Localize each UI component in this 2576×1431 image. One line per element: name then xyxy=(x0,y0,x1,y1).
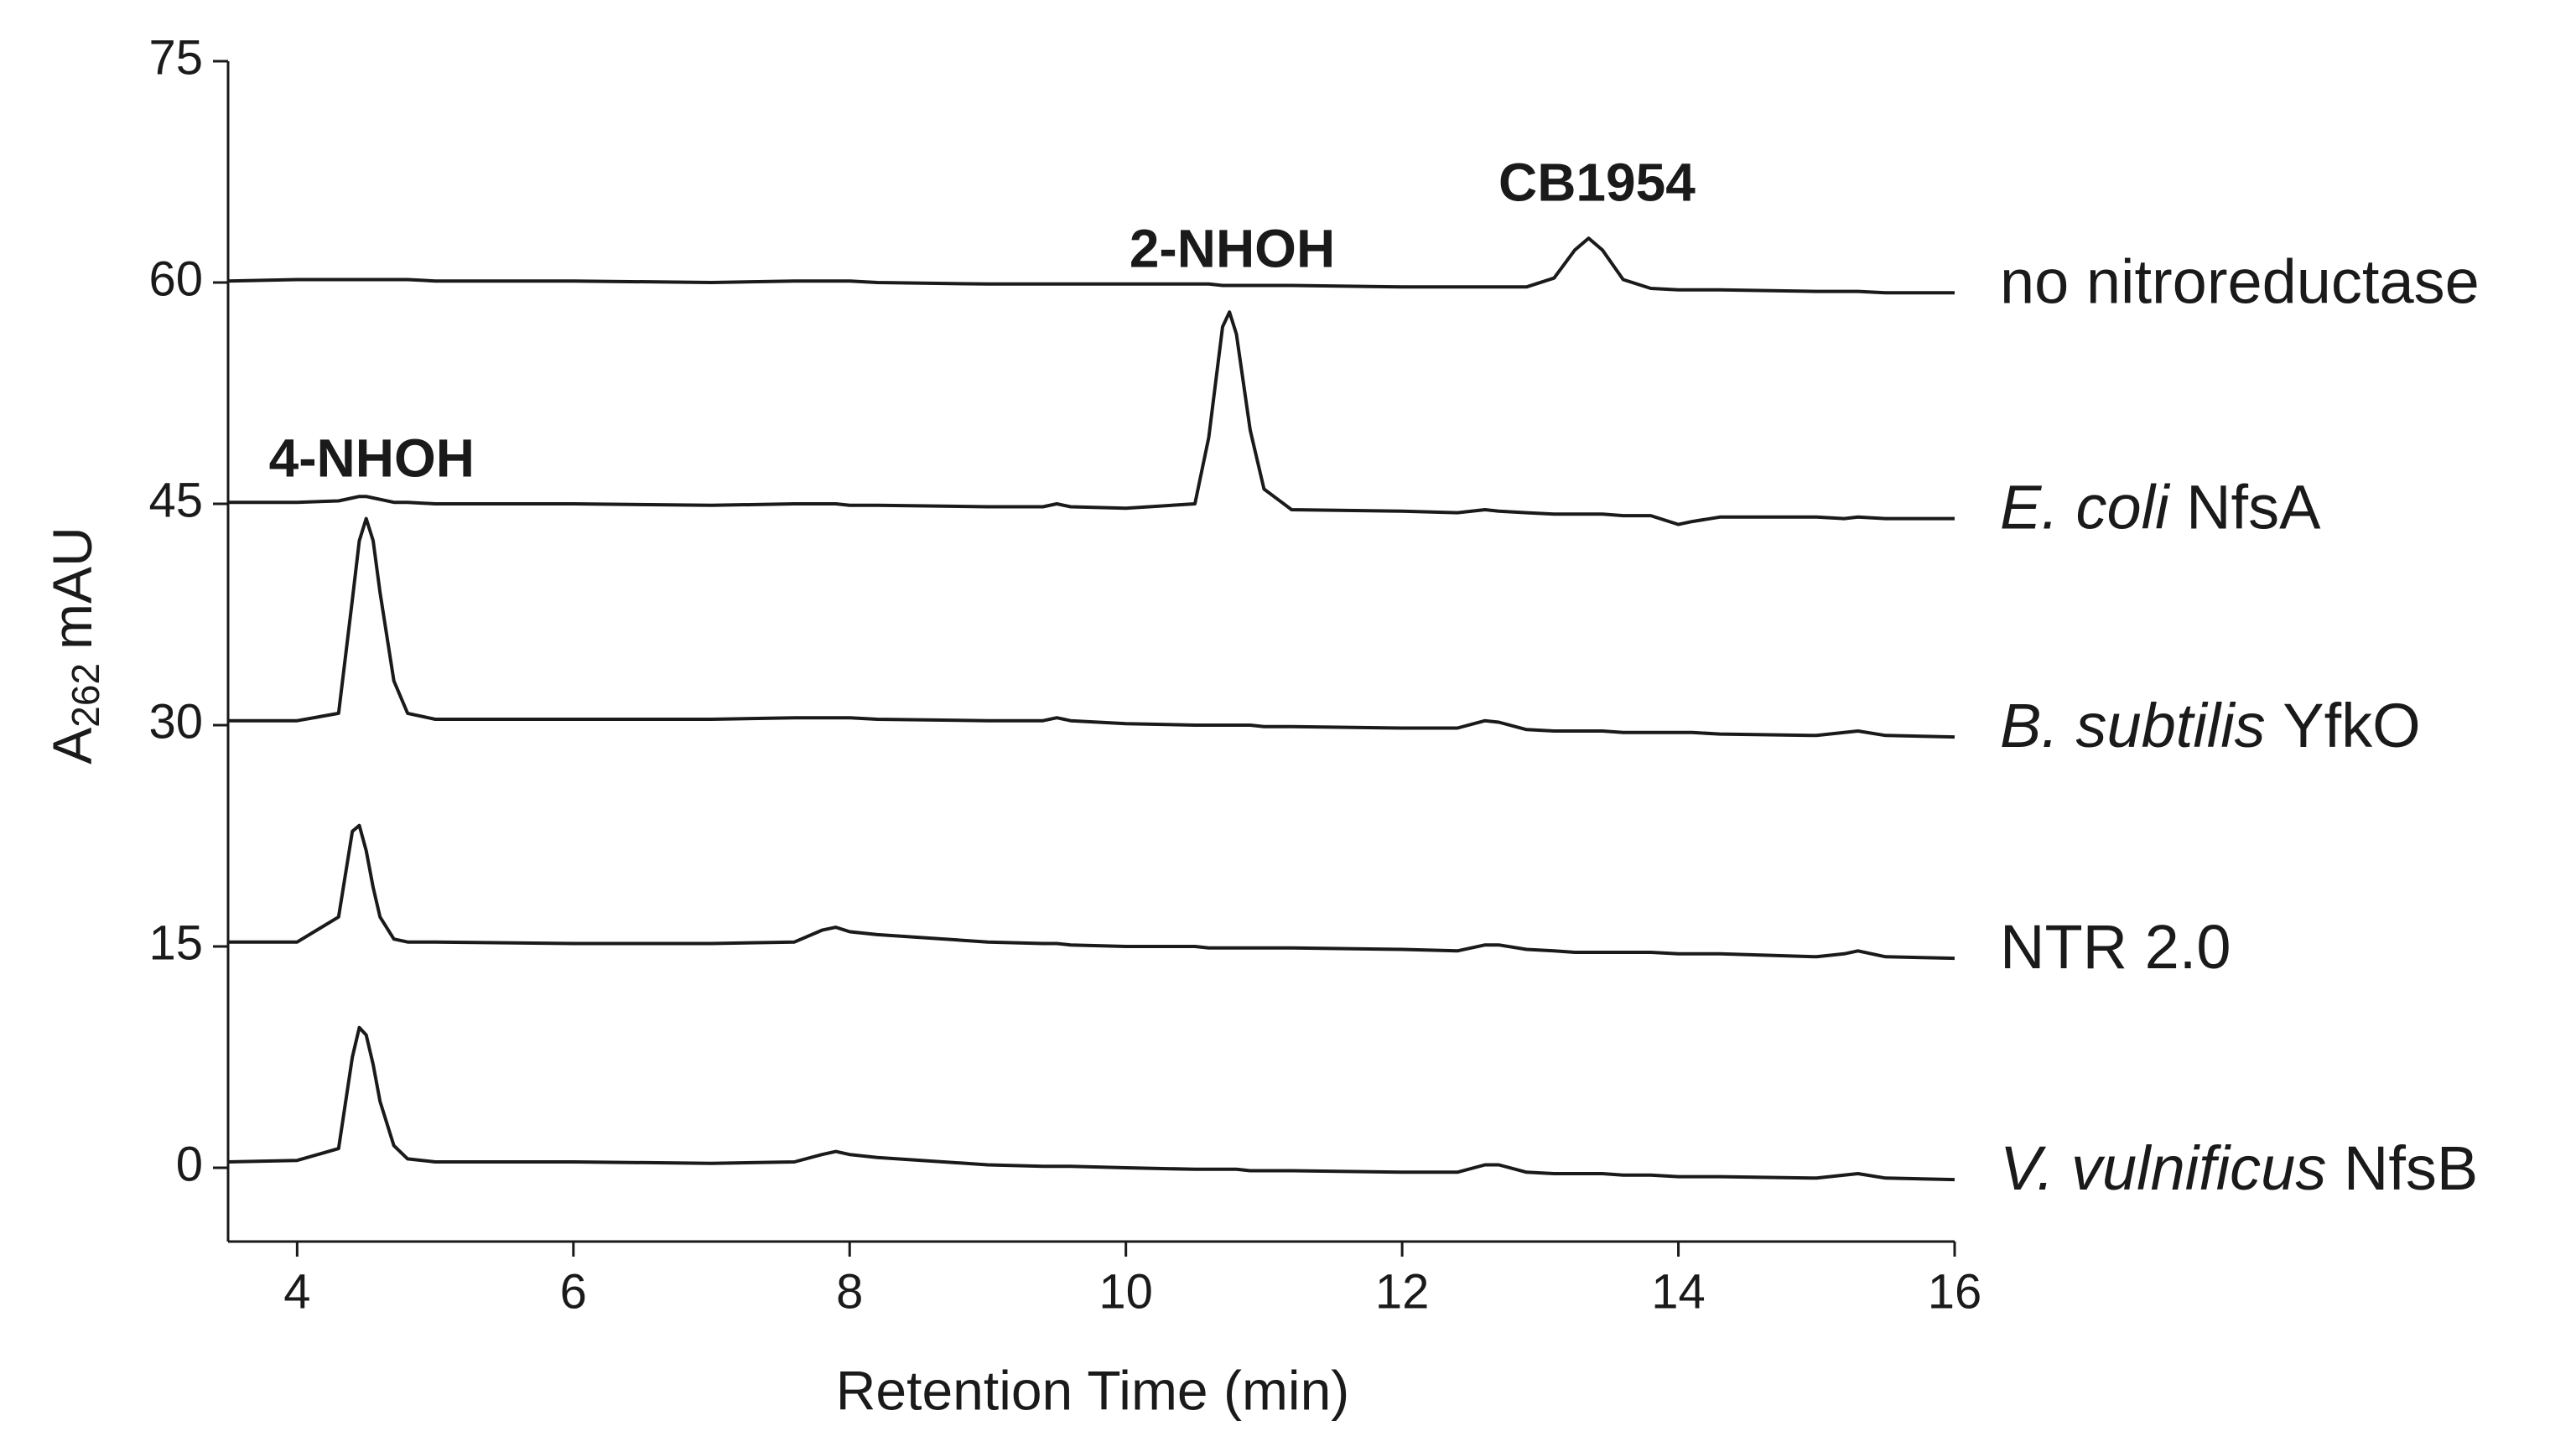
x-tick-label: 12 xyxy=(1375,1264,1430,1319)
y-tick-label: 45 xyxy=(148,473,203,527)
trace-line xyxy=(228,823,1955,961)
y-tick-label: 75 xyxy=(148,30,203,85)
trace-line xyxy=(227,1025,1955,1182)
series-label-text: NTR 2.0 xyxy=(2000,912,2231,982)
x-tick-label: 6 xyxy=(560,1264,587,1319)
series-label: no nitroreductase xyxy=(2000,246,2480,316)
trace-line xyxy=(228,516,1955,739)
series-label-italic: V. vulnificus xyxy=(2000,1133,2344,1203)
x-tick-label: 10 xyxy=(1098,1264,1153,1319)
y-axis-title: A262 mAU xyxy=(41,526,107,764)
y-axis-title-main: A xyxy=(41,728,103,765)
series-label: V. vulnificus NfsB xyxy=(2000,1133,2478,1203)
series-label: B. subtilis YfkO xyxy=(2000,691,2421,760)
x-tick-label: 8 xyxy=(836,1264,863,1319)
y-tick-label: 0 xyxy=(176,1137,203,1191)
series-label: NTR 2.0 xyxy=(2000,912,2231,982)
x-axis-title: Retention Time (min) xyxy=(836,1359,1350,1421)
x-tick-label: 16 xyxy=(1928,1264,1982,1319)
y-tick-label: 15 xyxy=(148,915,203,970)
x-tick-label: 4 xyxy=(283,1264,310,1319)
series-label-italic: E. coli xyxy=(2000,472,2186,542)
trace-line xyxy=(227,236,1955,295)
series-label-text: NfsA xyxy=(2186,472,2321,542)
series-label: E. coli NfsA xyxy=(2000,472,2321,542)
peak-annotation: 2-NHOH xyxy=(1130,219,1335,279)
series-label-text: NfsB xyxy=(2344,1133,2478,1203)
x-tick-label: 14 xyxy=(1651,1264,1706,1319)
y-axis-title-unit: mAU xyxy=(41,526,103,650)
peak-annotation: 4-NHOH xyxy=(269,428,475,489)
trace-line xyxy=(228,310,1955,526)
y-tick-label: 60 xyxy=(148,251,203,306)
series-label-text: YfkO xyxy=(2283,691,2420,760)
y-tick-label: 30 xyxy=(148,694,203,749)
peak-annotation: CB1954 xyxy=(1498,153,1696,213)
series-label-italic: B. subtilis xyxy=(2000,691,2283,760)
series-label-text: no nitroreductase xyxy=(2000,246,2480,316)
y-axis-title-sub: 262 xyxy=(64,663,107,728)
